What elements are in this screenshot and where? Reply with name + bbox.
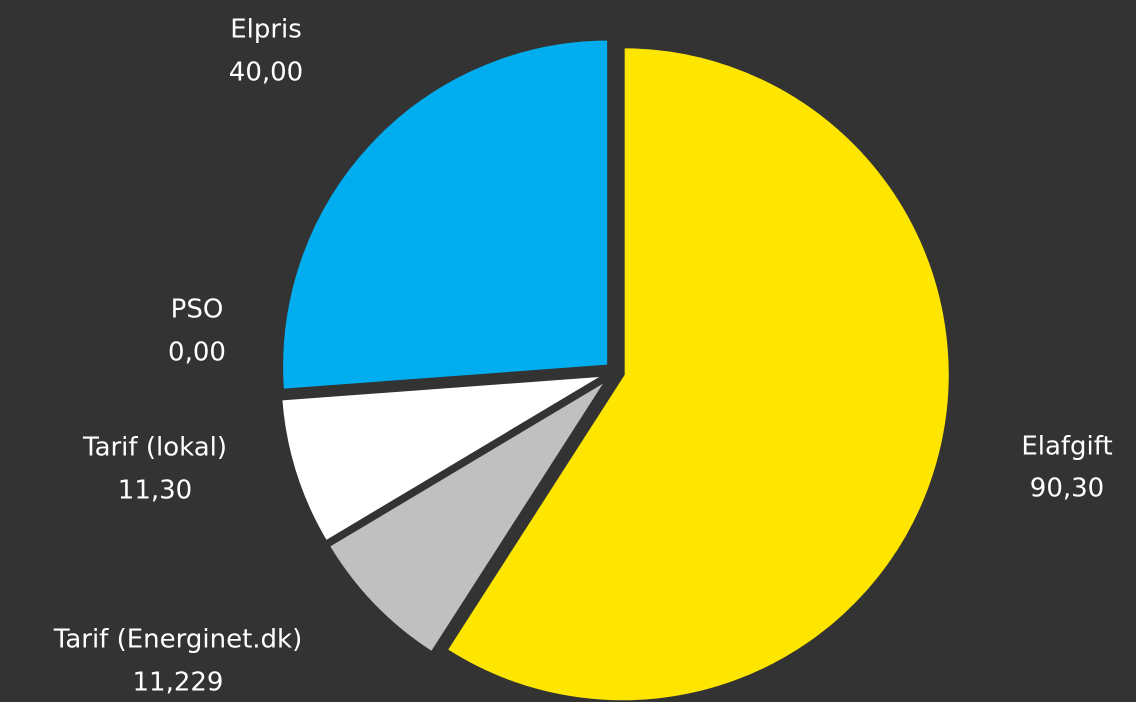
slice-label-tarif-lokal: Tarif (lokal) (82, 433, 227, 463)
slice-value-tarif-lokal: 11,30 (118, 476, 192, 506)
slice-value-pso: 0,00 (168, 338, 226, 368)
slice-label-elpris: Elpris (230, 15, 302, 45)
slice-value-elafgift: 90,30 (1030, 474, 1104, 504)
slice-label-elafgift: Elafgift (1021, 432, 1112, 462)
slice-value-tarif-energinet-dk: 11,229 (133, 668, 224, 698)
pie-slice-tarif-lokal (278, 372, 609, 546)
slice-label-pso: PSO (171, 295, 224, 325)
pie-slice-tarif-energinet-dk (324, 375, 611, 657)
pie-slice-elafgift (442, 44, 953, 702)
slice-value-elpris: 40,00 (229, 58, 303, 88)
slice-label-tarif-energinet-dk: Tarif (Energinet.dk) (53, 625, 303, 655)
pie-slice-elpris (279, 36, 612, 393)
